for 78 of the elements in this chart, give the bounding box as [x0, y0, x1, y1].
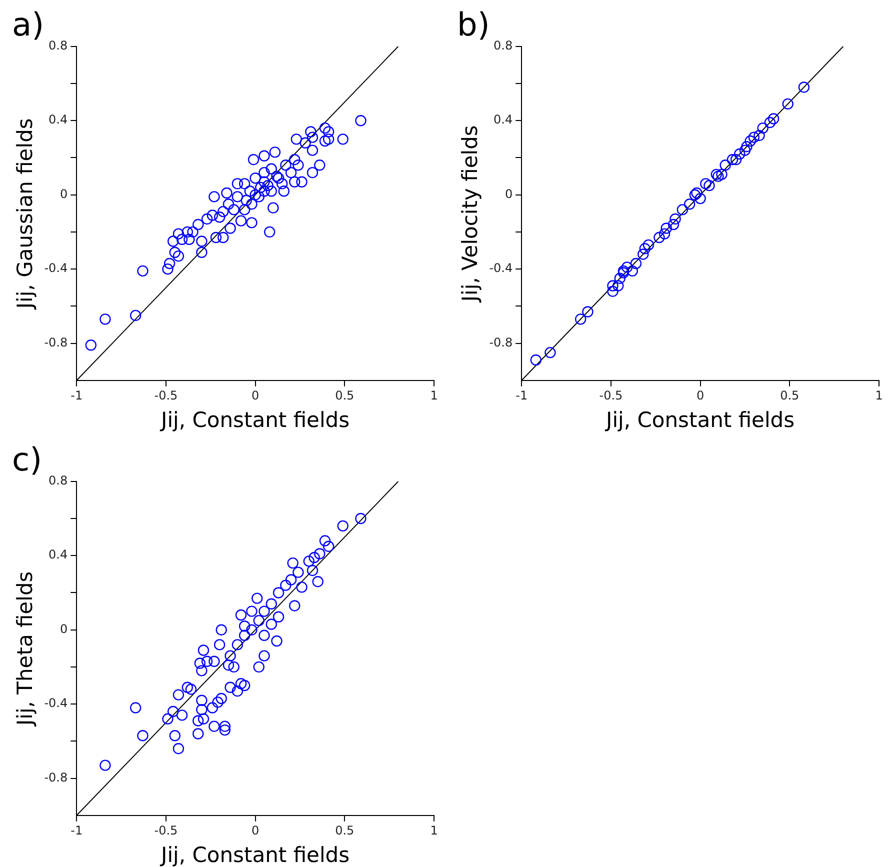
- y-tick-label: 0.8: [48, 474, 68, 488]
- point: [660, 222, 672, 234]
- x-tick-label: -1: [70, 824, 83, 838]
- point: [684, 198, 696, 210]
- y-tick-label: 0: [504, 186, 513, 201]
- y-tick-label: 0.8: [48, 38, 68, 53]
- point: [716, 168, 728, 180]
- point: [782, 98, 794, 110]
- x-tick-label: 0: [251, 388, 260, 403]
- x-tick-label: 0: [251, 824, 260, 838]
- y-axis-title: Jij, Gaussian fields: [13, 118, 38, 311]
- point: [720, 160, 731, 171]
- point: [658, 228, 670, 240]
- x-tick-label: -1: [70, 388, 83, 403]
- point: [638, 248, 649, 260]
- x-axis-title: Jij, Constant fields: [604, 408, 795, 432]
- point: [754, 130, 765, 142]
- point: [734, 148, 746, 160]
- y-tick-label: -0.4: [489, 261, 513, 276]
- y-tick-label: 0: [60, 622, 68, 636]
- x-tick-label: 0.5: [335, 388, 354, 403]
- point: [612, 280, 624, 292]
- point: [744, 135, 756, 147]
- x-axis-title: Jij, Constant fields: [159, 408, 350, 432]
- point: [626, 265, 638, 277]
- point: [670, 213, 681, 225]
- point: [748, 132, 760, 143]
- point: [530, 354, 542, 366]
- y-tick-label: -0.4: [44, 261, 68, 276]
- point: [741, 141, 752, 152]
- point: [694, 192, 706, 204]
- x-tick-label: -0.5: [154, 824, 178, 838]
- point: [621, 262, 633, 273]
- point: [757, 122, 768, 134]
- y-tick-label: -0.4: [44, 696, 68, 710]
- point: [574, 314, 586, 325]
- y-tick-label: 0.4: [48, 112, 68, 127]
- x-tick-label: 0: [696, 388, 704, 403]
- point: [704, 180, 715, 192]
- point: [768, 113, 780, 124]
- point: [607, 280, 618, 292]
- y-axis-title: Jij, Velocity fields: [458, 125, 482, 304]
- point: [544, 346, 556, 358]
- x-tick-label: 0.5: [780, 388, 800, 403]
- point: [700, 178, 712, 190]
- x-tick-label: 1: [875, 388, 883, 403]
- x-tick-label: 1: [430, 388, 438, 403]
- y-tick-label: 0.4: [48, 548, 68, 562]
- point: [582, 306, 594, 318]
- point: [668, 218, 680, 230]
- x-tick-label: 1: [430, 824, 438, 838]
- point: [676, 204, 688, 216]
- y-tick-label: -0.8: [44, 335, 68, 350]
- point: [654, 232, 665, 244]
- x-tick-label: -0.5: [599, 388, 623, 403]
- point: [639, 243, 651, 254]
- x-tick-label: -0.5: [154, 388, 178, 403]
- y-tick-label: 0: [60, 186, 68, 201]
- y-tick-label: 0.8: [494, 38, 513, 53]
- point: [739, 144, 751, 156]
- y-tick-label: 0.4: [494, 112, 513, 127]
- point: [614, 272, 626, 284]
- point: [730, 154, 742, 166]
- y-axis-title: Jij, Theta fields: [13, 571, 38, 728]
- x-tick-label: 0.5: [335, 824, 354, 838]
- point: [798, 82, 810, 93]
- point: [607, 286, 618, 297]
- chart-title: b): [457, 6, 490, 44]
- point: [642, 239, 654, 251]
- point: [764, 116, 776, 128]
- x-axis-title: Jij, Constant fields: [159, 842, 350, 867]
- y-tick-label: -0.8: [44, 770, 68, 784]
- chart-title: c): [12, 440, 42, 479]
- chart-title: a): [12, 6, 44, 44]
- x-tick-label: -1: [516, 388, 528, 403]
- y-tick-label: -0.8: [489, 335, 513, 350]
- point: [726, 154, 738, 166]
- point: [630, 258, 642, 270]
